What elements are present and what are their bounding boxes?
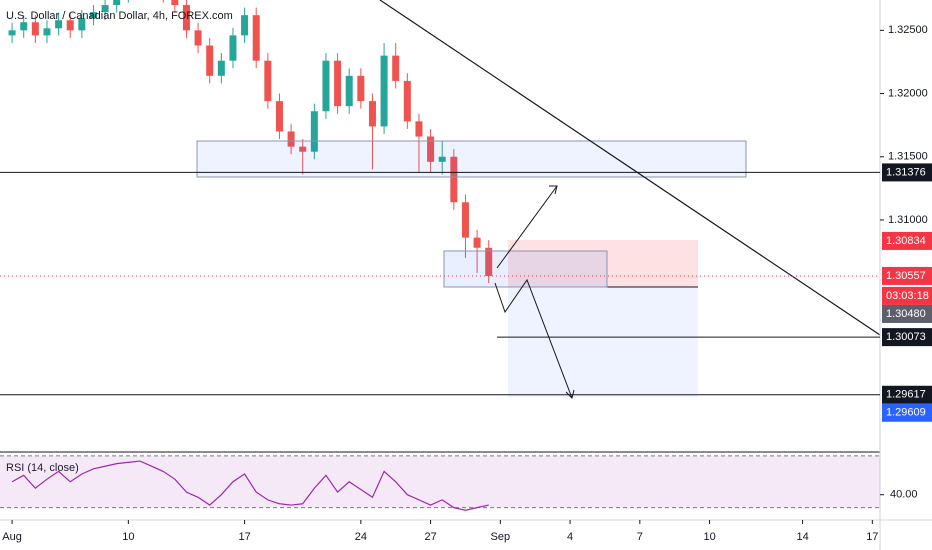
candle-body [450, 156, 458, 203]
candle-body [322, 60, 330, 112]
candle-body [217, 60, 225, 76]
price-label: 1.30834 [886, 235, 926, 247]
price-pane [8, 0, 493, 284]
price-label: 1.30480 [886, 308, 926, 320]
price-label: 1.30557 [886, 270, 926, 282]
candle-body [182, 5, 190, 31]
x-tick-label: Sep [491, 531, 511, 543]
entry-box [443, 250, 608, 288]
candle-body [287, 131, 295, 147]
x-tick-label: Aug [2, 531, 22, 543]
candle-body [310, 111, 318, 152]
candle-body [392, 55, 400, 81]
x-tick-label: 17 [238, 531, 250, 543]
candle-body [334, 60, 342, 107]
countdown: 03:03:18 [886, 290, 929, 302]
candle-body [461, 202, 469, 238]
x-tick-label: 17 [866, 531, 878, 543]
price-label: 1.29617 [886, 389, 926, 401]
y-tick-label: 1.32000 [888, 87, 928, 99]
candle-body [89, 12, 97, 19]
x-tick-label: 27 [424, 531, 436, 543]
candle-body [241, 15, 249, 36]
price-label-bg [882, 385, 932, 404]
x-tick-label: 10 [703, 531, 715, 543]
candle-body [427, 136, 435, 162]
candle-body [403, 80, 411, 122]
candle-body [8, 30, 16, 36]
y-tick-label: 1.32500 [888, 24, 928, 36]
arrow-up [496, 185, 558, 269]
y-tick-label: 1.31000 [888, 214, 928, 226]
rsi-tick-label: 40.00 [890, 489, 918, 501]
candle-body [252, 15, 260, 61]
trend-line [379, 0, 881, 336]
arrow-down [494, 278, 573, 399]
x-tick-label: 7 [637, 531, 643, 543]
x-tick-label: 4 [567, 531, 573, 543]
candle-body [20, 22, 28, 31]
candle-body [66, 20, 74, 31]
candle-body [485, 247, 493, 276]
price-label-bg [882, 231, 932, 250]
candle-body [473, 237, 481, 248]
x-tick-label: 10 [122, 531, 134, 543]
price-label-bg [882, 163, 932, 182]
candle-body [55, 20, 63, 29]
x-tick-label: 24 [355, 531, 367, 543]
chart-title: U.S. Dollar / Canadian Dollar, 4h, FOREX… [6, 10, 233, 22]
zone-box [196, 140, 747, 178]
rsi-line [11, 460, 489, 511]
candle-body [206, 45, 214, 76]
candle-body [194, 30, 202, 46]
candle-body [43, 28, 51, 36]
candle-body [275, 101, 283, 132]
rsi-band [0, 455, 880, 508]
candle-body [357, 75, 365, 102]
candle-body [264, 60, 272, 102]
arrow-head [565, 389, 575, 399]
candle-body [31, 22, 39, 36]
price-label-bg [882, 403, 932, 422]
arrow-head [549, 185, 558, 195]
candle-body [415, 121, 423, 137]
price-label-bg [882, 328, 932, 347]
stop-zone [508, 240, 698, 287]
countdown-bg [882, 286, 932, 305]
candle-body [113, 0, 121, 6]
price-label: 1.29609 [886, 407, 926, 419]
price-label-bg [882, 304, 932, 323]
target-zone [508, 287, 698, 397]
candle-body [171, 0, 179, 6]
price-label: 1.31376 [886, 166, 926, 178]
candle-body [368, 101, 376, 127]
price-label: 1.30073 [886, 331, 926, 343]
x-tick-label: 14 [796, 531, 808, 543]
candle-body [78, 18, 86, 31]
y-tick-label: 1.31500 [888, 151, 928, 163]
candle-body [345, 75, 353, 107]
price-label-bg [882, 266, 932, 285]
rsi-label: RSI (14, close) [6, 462, 79, 474]
candle-body [101, 5, 109, 13]
candle-body [229, 35, 237, 61]
candle-body [299, 146, 307, 152]
candle-body [380, 55, 388, 127]
candle-body [438, 156, 446, 162]
